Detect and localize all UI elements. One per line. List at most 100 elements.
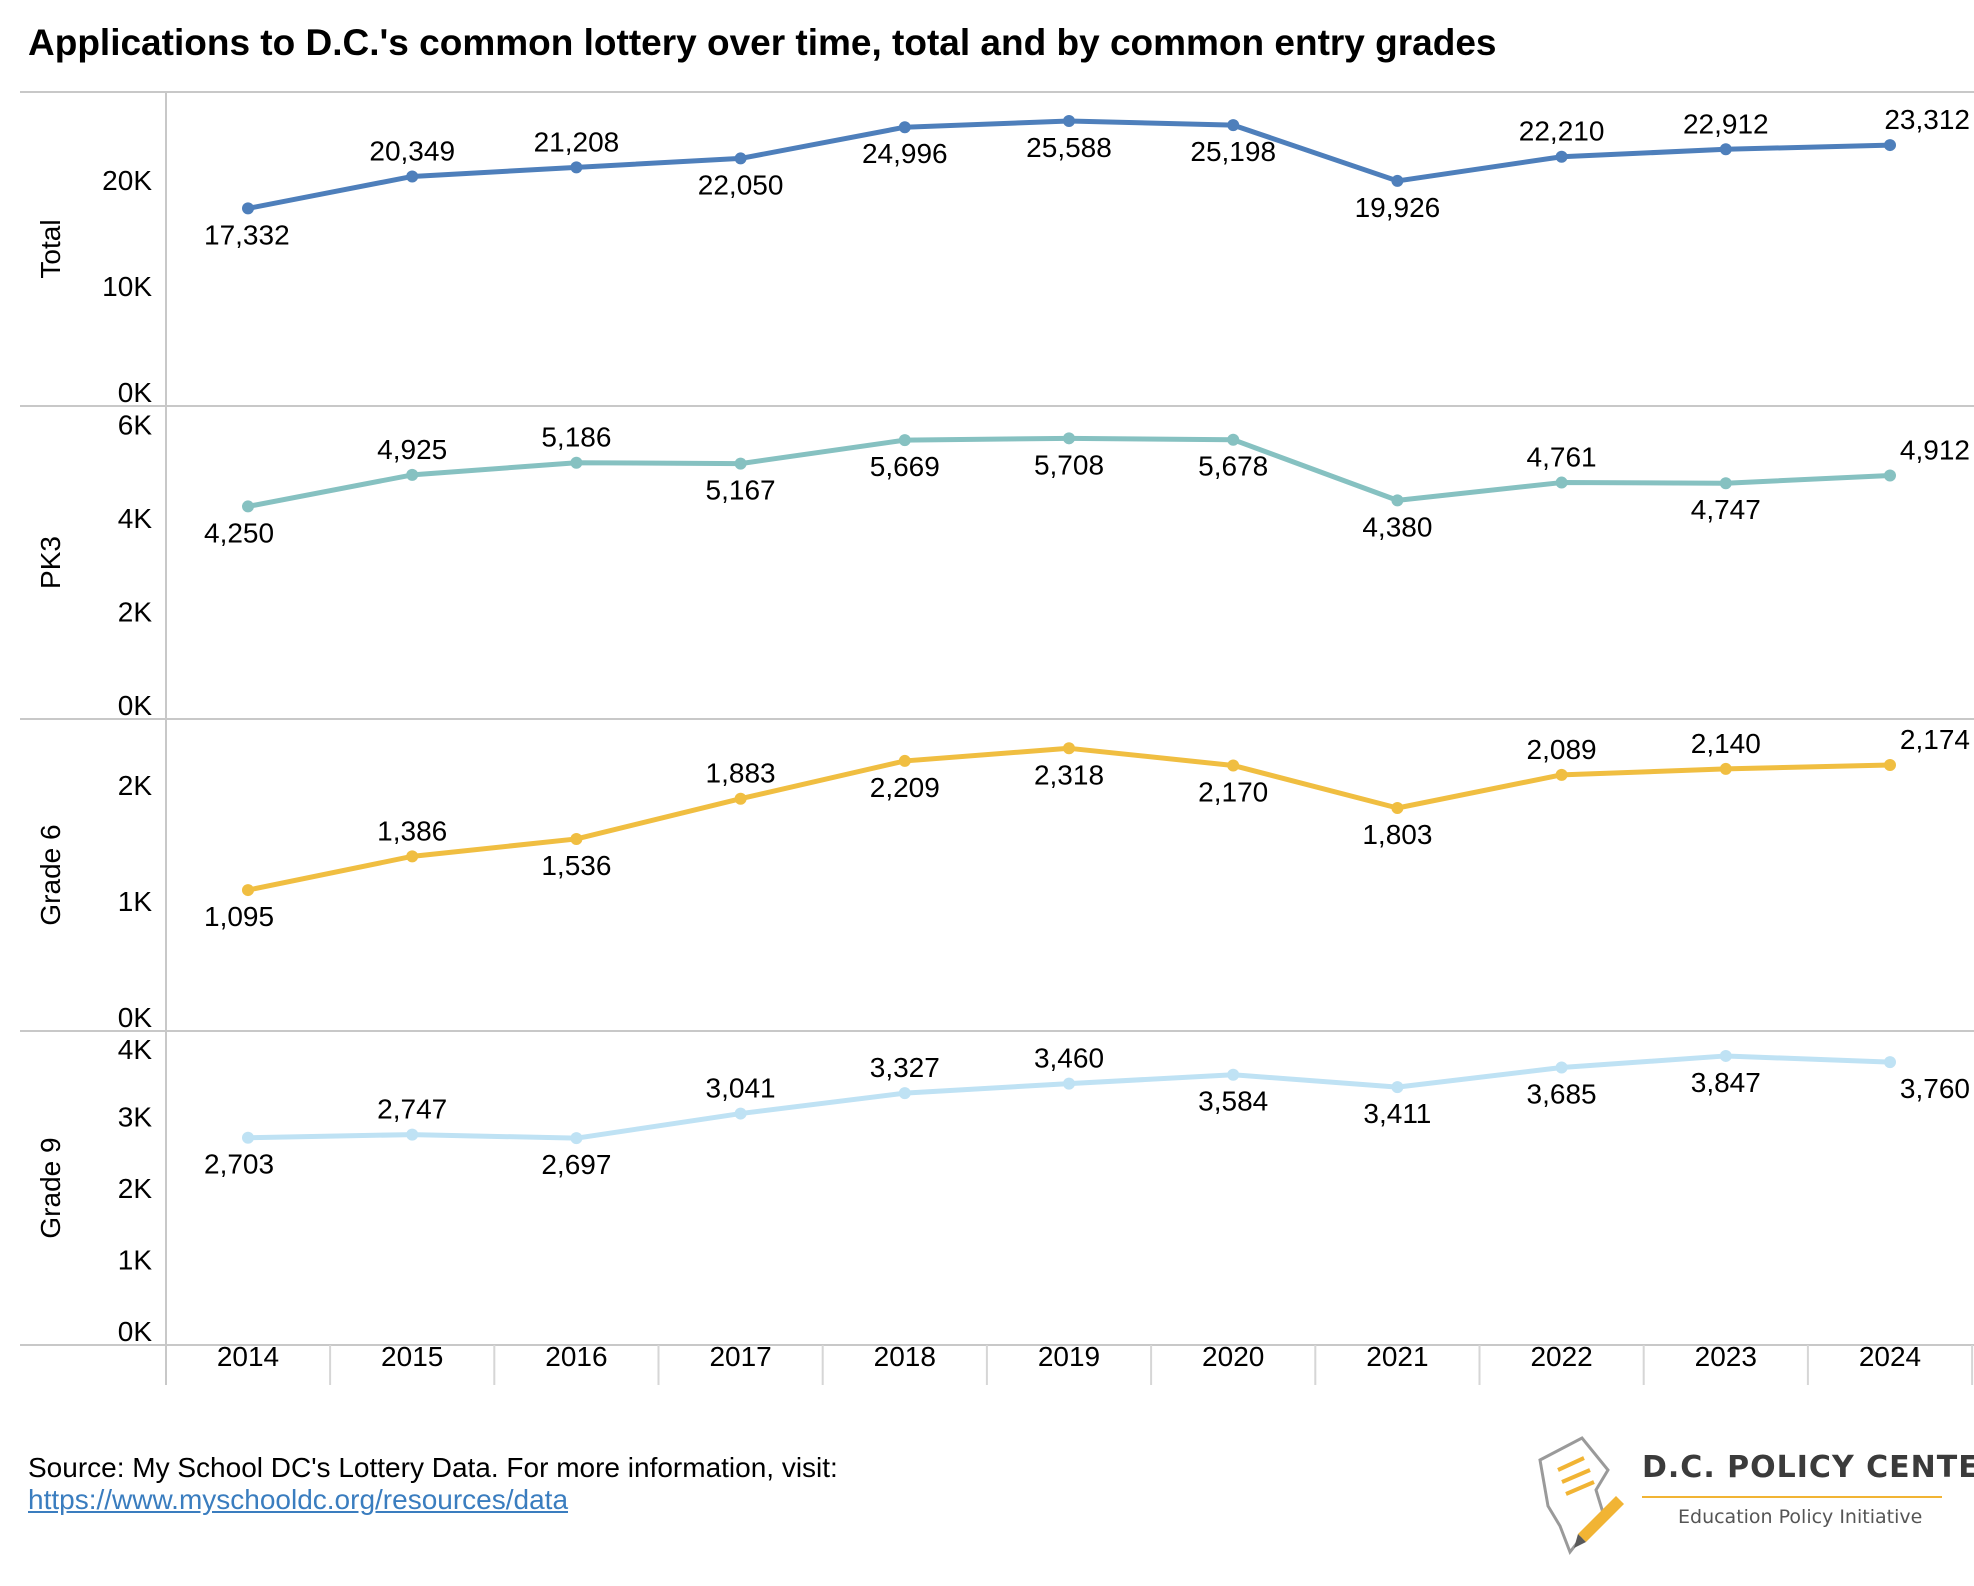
data-label: 22,210 — [1519, 116, 1605, 147]
data-label: 5,186 — [541, 422, 611, 453]
data-label: 2,747 — [377, 1094, 447, 1125]
data-point — [1227, 119, 1240, 132]
data-point — [242, 1131, 254, 1144]
y-tick-label: 20K — [102, 165, 152, 196]
data-point — [1884, 139, 1896, 152]
x-tick-label: 2023 — [1695, 1341, 1757, 1372]
source-link[interactable]: https://www.myschooldc.org/resources/dat… — [28, 1484, 569, 1515]
document-pen-icon — [1538, 1436, 1624, 1556]
data-point — [1391, 1081, 1404, 1094]
data-label: 1,803 — [1362, 819, 1432, 850]
data-point — [1719, 477, 1732, 490]
panel-label-2: Grade 6 — [35, 824, 66, 925]
data-point — [1391, 494, 1404, 507]
y-tick-label: 2K — [118, 770, 153, 801]
data-label: 2,174 — [1900, 724, 1970, 755]
data-point — [1884, 758, 1896, 771]
data-point — [1063, 432, 1075, 445]
data-label: 3,847 — [1691, 1067, 1761, 1098]
y-tick-label: 0K — [118, 1316, 153, 1347]
data-label: 17,332 — [204, 219, 290, 250]
data-label: 25,588 — [1026, 132, 1112, 163]
data-label: 21,208 — [534, 126, 620, 157]
data-label: 1,883 — [706, 758, 776, 789]
chart-title: Applications to D.C.'s common lottery ov… — [28, 22, 1497, 63]
data-point — [898, 121, 911, 134]
data-point — [242, 884, 254, 897]
data-point — [406, 170, 419, 183]
logo-name: D.C. POLICY CENTER — [1642, 1450, 1974, 1485]
data-point — [898, 754, 911, 767]
data-label: 5,167 — [706, 475, 776, 506]
y-tick-label: 4K — [118, 1034, 153, 1065]
data-point — [1063, 114, 1075, 127]
data-point — [570, 1132, 583, 1145]
data-label: 19,926 — [1355, 192, 1441, 223]
data-point — [734, 1107, 747, 1120]
data-label: 3,460 — [1034, 1043, 1104, 1074]
data-point — [1391, 801, 1404, 814]
data-label: 4,925 — [377, 434, 447, 465]
data-label: 20,349 — [369, 135, 455, 166]
data-label: 2,209 — [870, 772, 940, 803]
logo-divider — [1642, 1496, 1942, 1498]
panel-label-3: Grade 9 — [35, 1137, 66, 1238]
data-point — [1719, 143, 1732, 156]
source-note: Source: My School DC's Lottery Data. For… — [28, 1452, 838, 1516]
x-tick-label: 2015 — [381, 1341, 443, 1372]
y-tick-label: 2K — [118, 1173, 153, 1204]
data-label: 2,140 — [1691, 728, 1761, 759]
data-point — [1227, 433, 1240, 446]
data-label: 4,380 — [1362, 511, 1432, 542]
data-point — [1555, 476, 1568, 489]
data-point — [1227, 759, 1240, 772]
data-point — [1063, 1077, 1075, 1090]
y-tick-label: 10K — [102, 271, 152, 302]
data-point — [1719, 1049, 1732, 1062]
data-label: 3,041 — [706, 1073, 776, 1104]
data-label: 1,386 — [377, 815, 447, 846]
data-label: 2,170 — [1198, 776, 1268, 807]
data-label: 22,912 — [1683, 108, 1769, 139]
data-point — [734, 457, 747, 470]
x-tick-label: 2021 — [1366, 1341, 1428, 1372]
data-point — [898, 434, 911, 447]
data-label: 23,312 — [1884, 104, 1970, 135]
data-label: 3,584 — [1198, 1086, 1268, 1117]
data-point — [1555, 150, 1568, 163]
y-tick-label: 6K — [118, 410, 153, 441]
data-label: 2,089 — [1527, 734, 1597, 765]
data-label: 3,411 — [1363, 1098, 1431, 1129]
data-label: 1,095 — [204, 901, 274, 932]
data-point — [242, 202, 254, 215]
x-tick-label: 2018 — [874, 1341, 936, 1372]
y-tick-label: 2K — [118, 597, 153, 628]
x-tick-label: 2016 — [545, 1341, 607, 1372]
data-point — [406, 850, 419, 863]
data-label: 5,708 — [1034, 449, 1104, 480]
y-tick-label: 1K — [118, 1245, 153, 1276]
data-label: 2,697 — [541, 1149, 611, 1180]
data-point — [1555, 1061, 1568, 1074]
data-label: 2,703 — [204, 1149, 274, 1180]
data-point — [242, 500, 254, 513]
panel-label-1: PK3 — [35, 536, 66, 589]
y-tick-label: 0K — [118, 1002, 153, 1033]
data-point — [1884, 1056, 1896, 1069]
data-point — [1884, 469, 1896, 482]
data-label: 1,536 — [541, 850, 611, 881]
data-point — [1227, 1068, 1240, 1081]
data-label: 4,747 — [1691, 494, 1761, 525]
data-label: 24,996 — [862, 138, 948, 169]
y-tick-label: 3K — [118, 1102, 153, 1133]
data-point — [570, 161, 583, 174]
y-tick-label: 4K — [118, 503, 153, 534]
data-point — [570, 832, 583, 845]
data-label: 4,250 — [204, 517, 274, 548]
small-multiples-line-chart: Total 0K 10K 20K 17,332 20,349 21,208 22,050 24,… — [20, 91, 1974, 1385]
source-text: Source: My School DC's Lottery Data. For… — [28, 1452, 838, 1483]
data-label: 2,318 — [1034, 759, 1104, 790]
data-label: 5,669 — [870, 451, 940, 482]
x-tick-label: 2022 — [1530, 1341, 1592, 1372]
x-tick-label: 2017 — [709, 1341, 771, 1372]
